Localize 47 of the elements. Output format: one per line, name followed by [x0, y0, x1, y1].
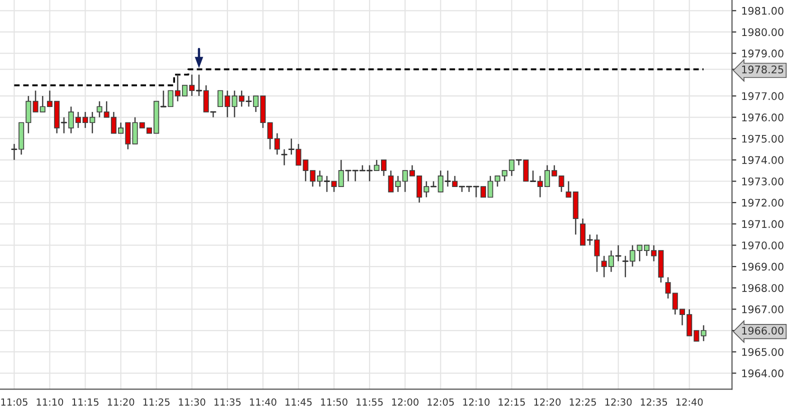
y-tick-label: 1969.00	[742, 262, 784, 271]
candlestick	[452, 175, 458, 188]
y-tick-label: 1972.00	[742, 198, 784, 207]
candlestick	[580, 218, 586, 246]
candlestick	[203, 84, 209, 113]
y-tick-label: 1977.00	[742, 92, 784, 100]
y-tick-label: 1970.00	[742, 241, 784, 250]
x-tick-label: 11:05	[1, 398, 28, 406]
y-tick-label: 1968.00	[742, 284, 784, 292]
x-tick-label: 11:25	[143, 398, 170, 406]
y-tick-label: 1976.00	[742, 114, 784, 122]
candlestick	[594, 234, 600, 273]
candlestick	[438, 170, 444, 193]
y-tick-label: 1981.00	[742, 6, 784, 15]
x-tick-label: 11:30	[178, 398, 206, 406]
x-tick-label: 11:35	[214, 398, 241, 406]
x-tick-label: 11:50	[321, 398, 348, 406]
x-tick-label: 12:05	[428, 398, 454, 406]
x-tick-label: 11:40	[250, 398, 276, 406]
y-tick-label: 1978.25	[742, 66, 784, 74]
x-tick-label: 11:15	[72, 398, 98, 406]
y-tick-label: 1971.00	[742, 220, 784, 228]
x-tick-label: 11:20	[108, 398, 134, 406]
y-tick-label: 1979.00	[742, 50, 784, 58]
candlestick	[296, 143, 302, 166]
x-tick-label: 12:30	[605, 398, 632, 406]
candlestick	[523, 160, 529, 182]
candlestick	[700, 324, 706, 342]
x-tick-label: 11:45	[286, 398, 312, 406]
y-tick-label: 1973.00	[742, 177, 784, 186]
x-tick-label: 12:10	[463, 398, 490, 406]
y-tick-label: 1980.00	[742, 28, 784, 36]
y-tick-label: 1975.00	[742, 134, 784, 143]
x-tick-label: 12:35	[640, 398, 667, 406]
x-tick-label: 12:20	[534, 398, 561, 406]
x-tick-label: 12:40	[676, 398, 703, 406]
x-tick-label: 12:00	[392, 398, 418, 406]
y-tick-label: 1967.00	[742, 305, 784, 314]
x-tick-label: 11:55	[356, 398, 383, 406]
candlestick	[281, 148, 288, 166]
x-tick-label: 12:15	[498, 398, 525, 406]
x-tick-label: 12:25	[570, 398, 596, 406]
x-tick-label: 11:10	[36, 398, 64, 406]
y-tick-label: 1965.00	[742, 348, 784, 356]
y-tick-label: 1974.00	[742, 156, 784, 164]
y-tick-label: 1966.00	[742, 326, 784, 335]
y-tick-label: 1964.00	[742, 369, 784, 378]
